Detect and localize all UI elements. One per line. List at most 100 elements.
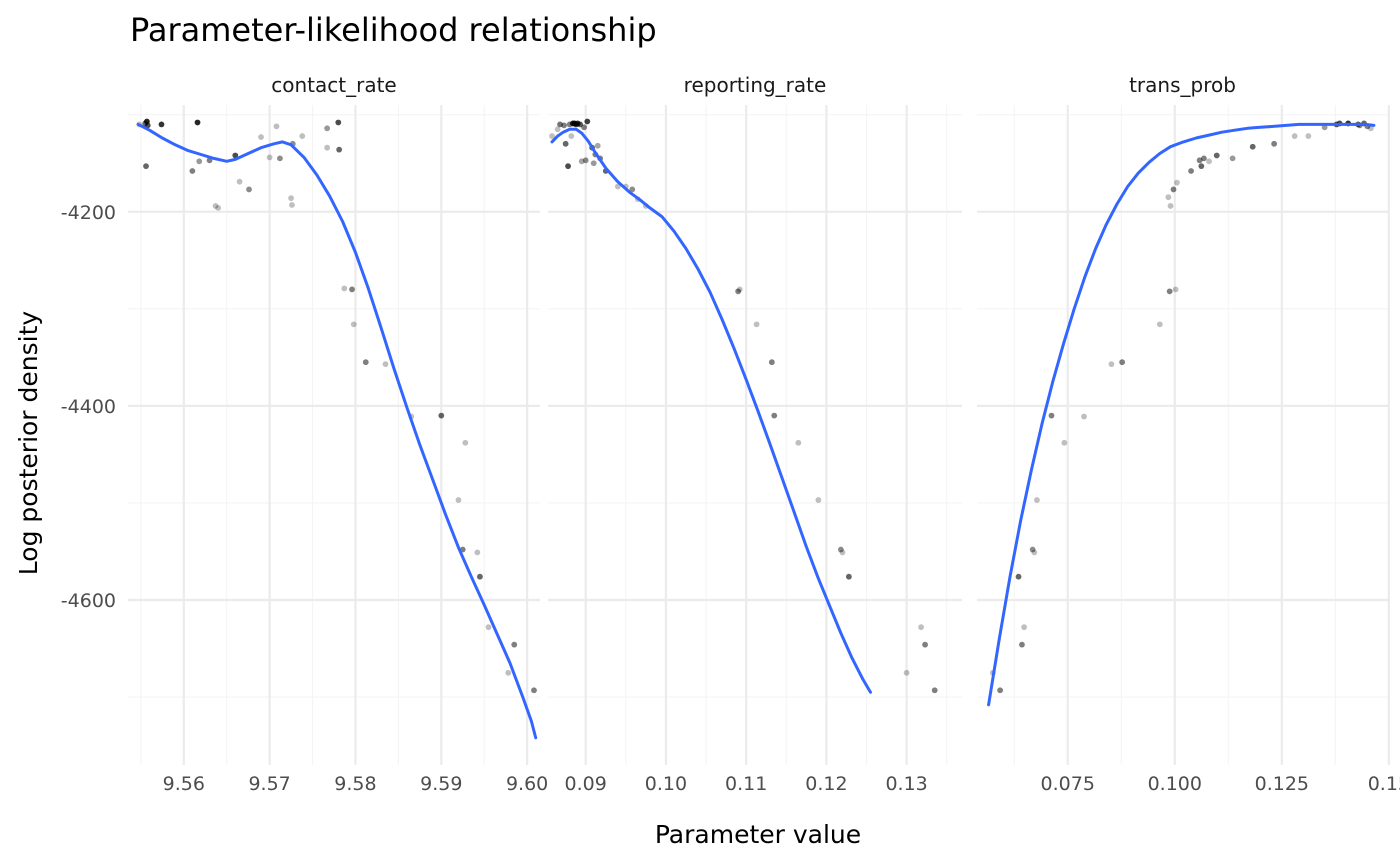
data-point bbox=[299, 133, 306, 139]
data-point bbox=[289, 202, 295, 208]
data-point bbox=[839, 549, 846, 556]
data-point bbox=[614, 183, 621, 190]
data-point bbox=[455, 497, 462, 503]
data-point bbox=[1201, 155, 1207, 162]
data-point bbox=[236, 178, 243, 185]
data-point bbox=[382, 361, 389, 368]
x-axis-title: Parameter value bbox=[655, 820, 861, 849]
data-point bbox=[1167, 203, 1174, 209]
x-tick-label: 9.58 bbox=[334, 773, 376, 795]
data-point bbox=[903, 669, 910, 676]
data-point bbox=[1291, 133, 1298, 139]
smooth-trend-line bbox=[987, 122, 1376, 707]
data-point bbox=[258, 134, 264, 140]
x-tick-label: 0.100 bbox=[1148, 773, 1202, 795]
facet-strip-label: reporting_rate bbox=[684, 73, 827, 97]
facet-contact_rate: contact_rate 9.56 9.57 9.58 9.59 9.60 bbox=[128, 73, 548, 795]
data-point bbox=[815, 497, 822, 503]
data-point bbox=[335, 119, 342, 126]
x-tick-label: 9.56 bbox=[163, 773, 205, 795]
data-point bbox=[1156, 321, 1163, 328]
data-point bbox=[568, 133, 575, 139]
data-point bbox=[771, 412, 778, 419]
facet-strip-label: trans_prob bbox=[1129, 73, 1236, 97]
data-point bbox=[736, 286, 743, 293]
data-point bbox=[584, 118, 591, 125]
data-point bbox=[324, 125, 331, 132]
data-point bbox=[918, 624, 924, 631]
data-point bbox=[505, 669, 512, 676]
data-point bbox=[578, 158, 585, 165]
data-point bbox=[1034, 497, 1040, 503]
data-point bbox=[194, 119, 201, 126]
data-point bbox=[1108, 361, 1115, 368]
data-point bbox=[845, 573, 852, 580]
data-point bbox=[1172, 286, 1179, 293]
data-point bbox=[581, 124, 588, 131]
y-axis-tick-labels: -4200 -4400 -4600 bbox=[61, 202, 116, 612]
data-point bbox=[1031, 549, 1038, 556]
x-tick-label: 0.12 bbox=[805, 773, 847, 795]
data-point bbox=[577, 121, 583, 128]
data-point bbox=[1170, 186, 1177, 193]
data-point bbox=[1188, 168, 1194, 174]
data-point bbox=[1029, 546, 1036, 553]
data-point bbox=[582, 157, 589, 164]
data-point bbox=[212, 203, 219, 209]
data-point bbox=[336, 146, 343, 153]
data-point bbox=[324, 144, 331, 151]
data-point bbox=[565, 163, 571, 170]
x-tick-label: 9.57 bbox=[248, 773, 290, 795]
data-point bbox=[931, 687, 938, 694]
data-point bbox=[1213, 152, 1220, 159]
x-tick-label: 9.59 bbox=[420, 773, 462, 795]
data-point bbox=[1081, 413, 1087, 420]
data-point bbox=[189, 168, 196, 174]
data-point bbox=[1061, 439, 1068, 446]
data-point bbox=[1229, 155, 1236, 162]
x-tick-label: 0.11 bbox=[725, 773, 767, 795]
data-point bbox=[341, 285, 348, 292]
data-point bbox=[594, 142, 601, 149]
data-point bbox=[462, 439, 469, 446]
data-point bbox=[273, 123, 280, 130]
data-point bbox=[143, 163, 149, 170]
data-point bbox=[1048, 412, 1055, 419]
data-point bbox=[1367, 125, 1374, 132]
data-point bbox=[997, 687, 1004, 694]
data-point bbox=[795, 439, 802, 446]
data-point bbox=[362, 359, 369, 366]
data-point bbox=[1198, 163, 1205, 170]
facet-strip-label: contact_rate bbox=[271, 73, 396, 97]
data-point bbox=[753, 321, 760, 328]
data-point bbox=[629, 186, 636, 193]
x-tick-label: 0.15 bbox=[1368, 773, 1400, 795]
data-point bbox=[277, 155, 283, 162]
data-point bbox=[837, 546, 844, 553]
data-point bbox=[1119, 359, 1126, 366]
data-point bbox=[1019, 641, 1025, 648]
data-point bbox=[288, 195, 294, 202]
data-point bbox=[232, 152, 239, 159]
data-point bbox=[590, 160, 597, 167]
x-tick-label: 0.125 bbox=[1255, 773, 1309, 795]
data-point bbox=[144, 122, 151, 129]
x-tick-label: 0.13 bbox=[885, 773, 927, 795]
data-point bbox=[1206, 158, 1212, 165]
data-point bbox=[735, 288, 742, 295]
data-point bbox=[554, 126, 561, 133]
data-point bbox=[1021, 624, 1027, 631]
y-tick-label: -4400 bbox=[61, 396, 116, 418]
data-point bbox=[562, 140, 569, 147]
data-point bbox=[768, 359, 775, 366]
data-point bbox=[561, 122, 567, 129]
data-point bbox=[549, 133, 555, 139]
data-point bbox=[1305, 133, 1312, 139]
data-point bbox=[485, 624, 492, 631]
data-point bbox=[1166, 288, 1173, 295]
y-tick-label: -4600 bbox=[61, 590, 116, 612]
smooth-trend-line bbox=[550, 127, 872, 694]
facet-reporting_rate: reporting_rate 0.09 0.10 0.11 0.12 0.13 bbox=[548, 73, 962, 795]
